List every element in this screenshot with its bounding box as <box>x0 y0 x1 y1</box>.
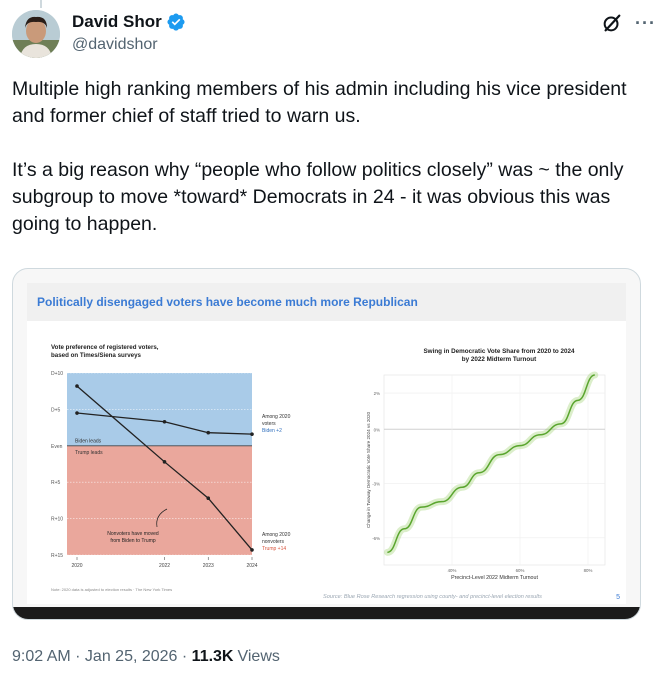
tweet-text: Multiple high ranking members of his adm… <box>12 78 627 235</box>
verified-badge-icon[interactable] <box>166 12 186 32</box>
left-annotation: from Biden to Trump <box>110 538 156 544</box>
right-x-tick-label: 60% <box>516 568 525 573</box>
right-y-axis-label: Change in Twoway Democratic Vote Share 2… <box>366 412 371 529</box>
right-chart: Swing in Democratic Vote Share from 2020… <box>366 348 606 581</box>
left-chart-subtitle: based on Times/Siena surveys <box>51 352 142 359</box>
left-series-point <box>206 430 211 435</box>
slide-page-number: 5 <box>616 594 620 601</box>
left-x-tick-label: 2022 <box>159 563 170 569</box>
left-series-line <box>76 385 253 551</box>
right-x-tick-label: 80% <box>584 568 593 573</box>
rep-region <box>67 445 252 555</box>
tweet-media[interactable]: Politically disengaged voters have becom… <box>12 268 641 620</box>
left-y-tick-label: D+5 <box>51 407 61 413</box>
series-end-value: Trump +14 <box>262 546 286 552</box>
left-annotation: Nonvoters have moved <box>107 531 159 537</box>
slide-source: Source: Blue Rose Research regression us… <box>323 594 542 600</box>
left-chart: Vote preference of registered voters,bas… <box>51 344 291 592</box>
grok-icon[interactable] <box>601 12 623 34</box>
slide-image: Politically disengaged voters have becom… <box>27 283 626 604</box>
left-series-point <box>75 384 79 388</box>
slide-title-band <box>27 283 626 321</box>
left-y-tick-label: Even <box>51 444 63 450</box>
region-label-lower: Trump leads <box>75 450 103 456</box>
left-x-tick-label: 2023 <box>203 563 214 569</box>
left-series-point <box>250 548 254 552</box>
right-plot-area <box>383 374 606 566</box>
slide-charts: Vote preference of registered voters,bas… <box>51 344 620 601</box>
right-y-tick-label: -3% <box>372 482 380 487</box>
media-bottom-bar <box>13 607 640 619</box>
series-end-label: Among 2020 <box>262 532 291 538</box>
avatar[interactable] <box>12 10 60 58</box>
avatar-image <box>12 10 60 58</box>
slide-title: Politically disengaged voters have becom… <box>37 295 418 309</box>
tweet-meta: 9:02 AM · Jan 25, 2026 · 11.3K Views <box>12 648 280 666</box>
series-end-label: nonvoters <box>262 539 284 545</box>
left-series-point <box>75 411 79 415</box>
left-chart-title: Vote preference of registered voters, <box>51 344 159 351</box>
author-name[interactable]: David Shor <box>72 12 162 31</box>
right-chart-title: by 2022 Midterm Turnout <box>462 356 537 363</box>
right-x-axis-label: Precinct-Level 2022 Midterm Turnout <box>451 575 538 581</box>
left-series-point <box>162 419 167 424</box>
left-x-tick-label: 2024 <box>246 563 257 569</box>
right-y-tick-label: -6% <box>372 536 380 541</box>
left-chart-note: Note: 2020 data is adjusted to election … <box>51 587 172 592</box>
right-y-tick-label: 0% <box>374 427 380 432</box>
more-options-icon[interactable]: ··· <box>635 13 656 33</box>
region-label-upper: Biden leads <box>75 438 102 444</box>
views-count[interactable]: 11.3K <box>191 648 234 665</box>
left-y-tick-label: D+10 <box>51 371 63 377</box>
tweet-header: David Shor @davidshor ··· <box>12 10 656 62</box>
swing-line <box>387 374 596 554</box>
left-series-point <box>250 432 254 436</box>
right-chart-title: Swing in Democratic Vote Share from 2020… <box>423 348 575 355</box>
left-x-tick-label: 2020 <box>71 563 82 569</box>
right-y-tick-label: 2% <box>374 391 380 396</box>
annotation-arrow <box>156 508 168 528</box>
left-y-tick-label: R+5 <box>51 480 61 486</box>
left-series-line <box>76 412 253 435</box>
author-handle[interactable]: @davidshor <box>72 36 158 53</box>
series-end-label: Among 2020 <box>262 414 291 420</box>
timestamp[interactable]: 9:02 AM · Jan 25, 2026 · <box>12 648 192 665</box>
right-x-tick-label: 40% <box>448 568 457 573</box>
left-y-tick-label: R+15 <box>51 553 63 559</box>
thread-connector <box>40 0 42 8</box>
left-series-point <box>206 496 211 501</box>
series-end-value: Biden +2 <box>262 428 282 434</box>
left-y-tick-label: R+10 <box>51 517 63 523</box>
left-series-point <box>162 460 167 464</box>
series-end-label: voters <box>262 421 276 427</box>
views-label: Views <box>237 648 280 665</box>
